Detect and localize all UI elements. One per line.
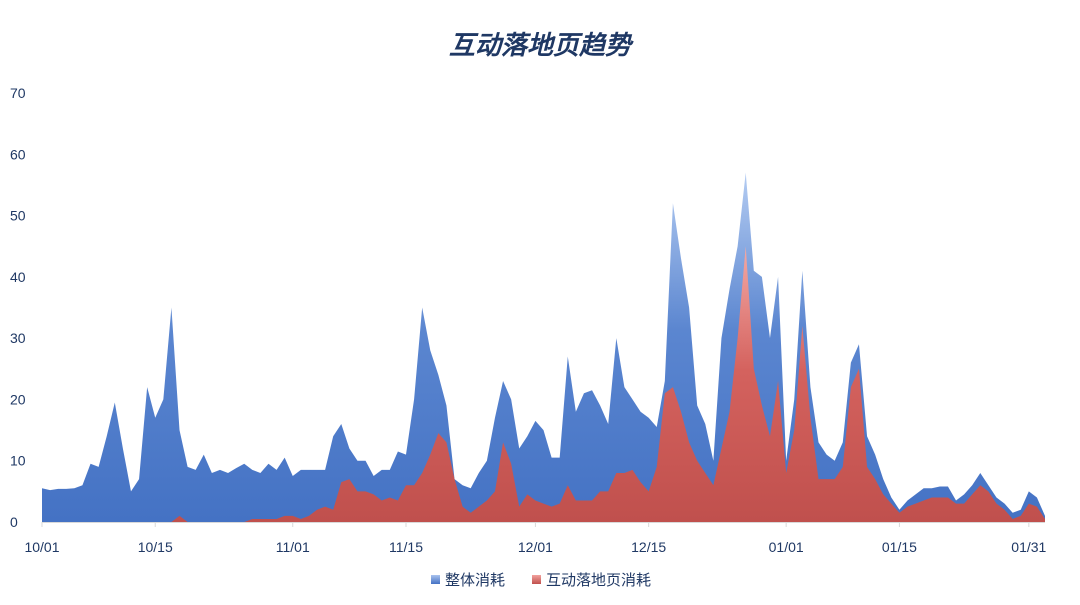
area-series-total bbox=[42, 172, 1045, 523]
plot-areas bbox=[42, 172, 1045, 523]
legend-swatch-total bbox=[431, 575, 440, 584]
y-tick-label: 40 bbox=[10, 269, 26, 285]
y-tick-label: 20 bbox=[10, 391, 26, 407]
x-tick-label: 10/15 bbox=[138, 539, 173, 555]
x-tick-label: 01/01 bbox=[769, 539, 804, 555]
x-tick-label: 11/15 bbox=[389, 539, 423, 555]
y-axis-ticks: 0 10 20 30 40 50 60 70 bbox=[10, 85, 26, 530]
y-tick-label: 0 bbox=[10, 514, 18, 530]
legend-swatch-interactive bbox=[532, 575, 541, 584]
legend: 整体消耗 互动落地页消耗 bbox=[431, 571, 651, 589]
x-tick-label: 12/01 bbox=[518, 539, 553, 555]
x-tick-label: 12/15 bbox=[631, 539, 666, 555]
legend-label-total: 整体消耗 bbox=[445, 571, 505, 589]
x-tick-label: 10/01 bbox=[24, 539, 59, 555]
y-tick-label: 10 bbox=[10, 453, 26, 469]
chart-title: 互动落地页趋势 bbox=[449, 31, 634, 61]
x-tick-label: 01/31 bbox=[1011, 539, 1046, 555]
y-tick-label: 60 bbox=[10, 146, 26, 162]
x-tick-label: 01/15 bbox=[882, 539, 917, 555]
x-axis-ticks: 10/01 10/15 11/01 11/15 12/01 12/15 01/01 01/15… bbox=[24, 522, 1047, 555]
y-tick-label: 50 bbox=[10, 208, 26, 224]
y-tick-label: 70 bbox=[10, 85, 26, 101]
x-tick-label: 11/01 bbox=[276, 539, 310, 555]
legend-label-interactive: 互动落地页消耗 bbox=[546, 571, 651, 589]
y-tick-label: 30 bbox=[10, 330, 26, 346]
area-series-interactive bbox=[42, 246, 1045, 522]
